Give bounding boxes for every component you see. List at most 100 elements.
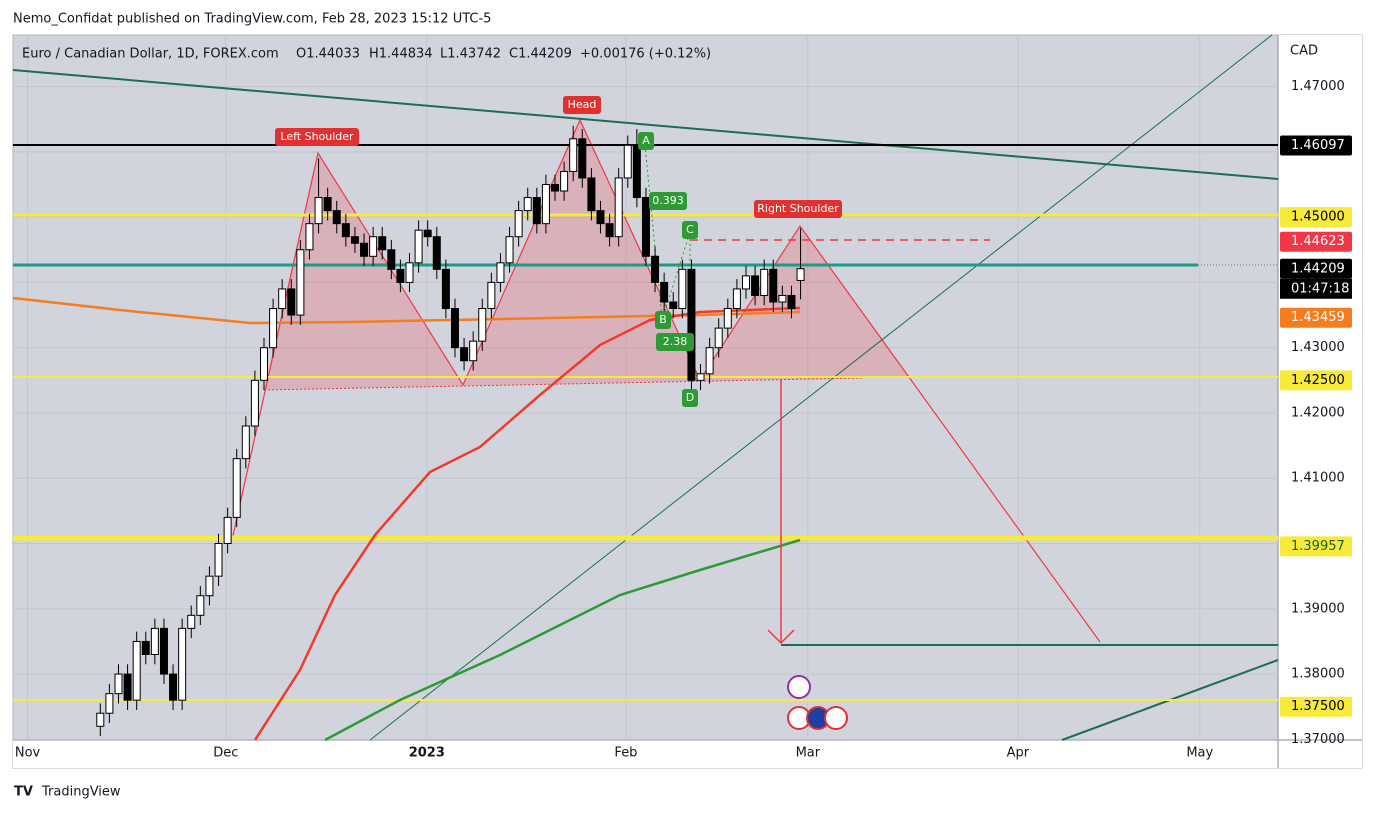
candle-body [487,281,496,310]
candle-body [687,268,696,381]
x-tick-label: Apr [1007,746,1030,761]
axes: 1.370001.380001.390001.400001.410001.420… [15,79,1352,761]
candle-body [350,236,359,244]
event-icon[interactable] [824,706,848,730]
candle-body [760,268,769,296]
x-tick-label: May [1186,746,1213,761]
y-tick-label: 1.47000 [1291,79,1345,94]
price-label-box [1280,207,1352,228]
candle-body [660,281,669,303]
candle-body [769,268,778,303]
x-tick-label: Dec [213,746,238,761]
candle-body [560,170,569,192]
pattern-label: Right Shoulder [757,202,839,215]
label-box [656,333,694,351]
candle-body [460,347,469,362]
candle-body [723,308,732,329]
candle-body [114,673,123,695]
candle-body [751,275,760,296]
price-label-box [1280,370,1352,391]
annotations: Left Shoulder Head Right Shoulder A B C … [275,96,848,730]
y-tick-label: 1.38000 [1291,667,1345,682]
point-label: A [642,134,650,147]
candle-body [432,236,441,270]
pattern-label: Head [568,98,597,111]
time-axis [13,740,1362,768]
candle-body [532,197,541,225]
candle-body [505,236,514,264]
candle-body [369,236,378,257]
candle-body [787,294,796,310]
candle-body [105,693,114,714]
label-box [754,200,842,218]
brand-logo: TV [14,785,33,800]
neckline [263,377,865,391]
y-tick-label: 1.43000 [1291,340,1345,355]
candle-body [551,183,560,192]
candle-body [159,627,168,675]
candle-body [450,308,459,349]
label-box [638,132,654,150]
y-tick-label: 1.37000 [1291,732,1345,747]
label-box [649,192,687,210]
candle-body [323,197,332,212]
candle-body [641,197,650,257]
label-box [655,311,671,329]
abcd-line [644,144,691,380]
candle-body [178,627,187,701]
candle-body [669,301,678,310]
candle-body [569,138,578,172]
candle-body [214,543,223,577]
ohlc-change: +0.00176 (+0.12%) [580,47,711,62]
ohlc: C1.44209 [509,47,572,62]
candle-body [296,249,305,316]
event-icon[interactable] [787,675,811,699]
candle-body [169,673,178,701]
candle-body [378,236,387,251]
label-box [682,221,698,239]
ratio-label: 2.38 [663,335,688,348]
candle-body [523,197,532,212]
symbol-title: Euro / Canadian Dollar, 1D, FOREX.com [22,47,279,62]
candle-body [187,614,196,629]
price-axis [1278,35,1362,768]
candle-body [287,288,296,316]
candle-body [605,223,614,238]
label-box [275,128,359,146]
candle-body [123,673,132,701]
x-tick-label: Feb [614,746,637,761]
candle-body [696,373,705,381]
target-arrow [767,629,795,645]
candle-body [732,288,741,310]
candle-body [678,268,687,310]
candle-body [241,425,250,460]
brand: TradingView [41,785,121,800]
price-label: 1.44623 [1291,234,1345,249]
candle-body [223,516,232,545]
candle-body [632,144,641,199]
price-label: 1.44209 [1291,261,1345,276]
currency: CAD [1290,44,1318,59]
candle-body [405,262,414,283]
candle-body [150,627,159,655]
price-label: 1.37500 [1291,699,1345,714]
y-tick-label: 1.42000 [1291,405,1345,420]
label-box [563,96,601,114]
candle-body [714,327,723,349]
candle-body [705,347,714,375]
ohlc: O1.44033 [296,47,360,62]
candle-body [396,268,405,283]
price-label: 1.39957 [1291,539,1345,554]
attribution: Nemo_Confidat published on TradingView.c… [13,12,491,27]
candle-body [541,183,550,225]
candle-body [141,640,150,655]
candle-body [423,229,432,238]
candle-body [269,308,278,349]
pattern-label: Left Shoulder [280,130,354,143]
x-tick-label: 2023 [409,746,445,761]
candle-body [496,262,505,283]
candle-body [278,288,287,310]
price-label-box [1280,307,1352,328]
candle-body [250,379,259,427]
